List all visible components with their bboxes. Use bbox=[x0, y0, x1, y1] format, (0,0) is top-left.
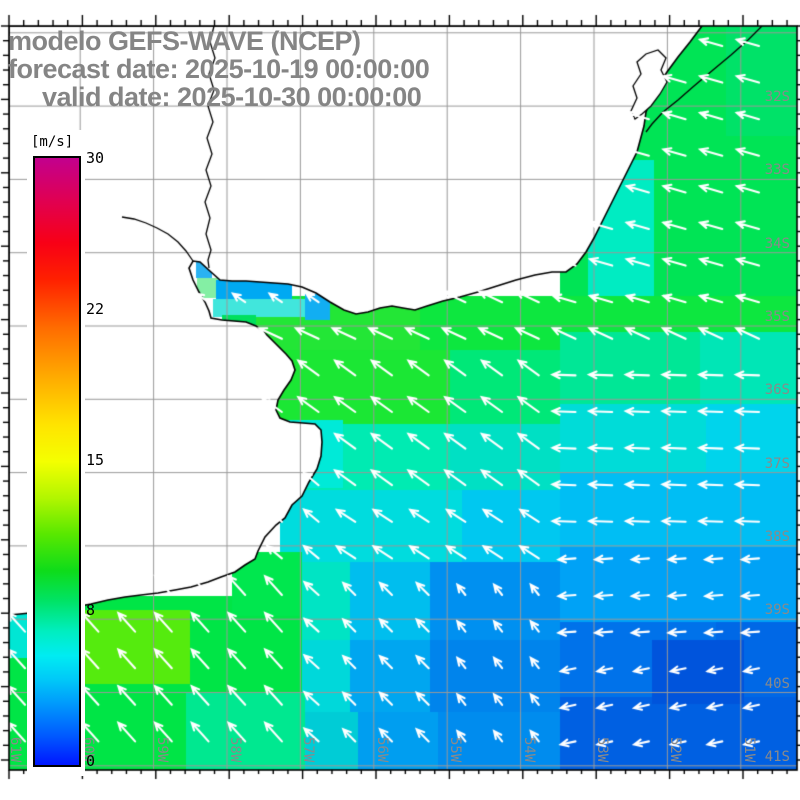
lat-label: 33S bbox=[764, 162, 790, 179]
lat-label: 39S bbox=[764, 602, 790, 619]
colorbar-tick-label: 0 bbox=[86, 752, 96, 770]
valid-date-line: valid date: 2025-10-30 00:00:00 bbox=[42, 82, 422, 112]
colorbar-gradient bbox=[33, 156, 81, 767]
lon-label: 61W bbox=[6, 737, 23, 763]
lon-label: 55W bbox=[447, 737, 464, 763]
colorbar-tick-label: 15 bbox=[86, 450, 105, 469]
lon-label: 53W bbox=[594, 737, 610, 763]
lat-label: 41S bbox=[764, 748, 790, 765]
colorbar-tick-label: 8 bbox=[86, 601, 96, 620]
lat-label: 35S bbox=[764, 309, 790, 325]
lon-label: 59W bbox=[153, 737, 170, 763]
colorbar-tick-label: 22 bbox=[86, 299, 105, 318]
colorbar-unit-label: [m/s] bbox=[31, 134, 74, 150]
lon-label: 57W bbox=[300, 737, 317, 763]
lon-label: 52W bbox=[667, 737, 684, 763]
lon-label: 56W bbox=[373, 737, 390, 763]
lat-label: 36S bbox=[764, 382, 790, 399]
lon-label: 51W bbox=[740, 737, 757, 763]
lat-label: 40S bbox=[764, 675, 790, 692]
lat-label: 32S bbox=[764, 89, 790, 106]
colorbar-tick-label: 30 bbox=[86, 149, 105, 167]
lat-label: 34S bbox=[764, 235, 790, 252]
lat-label: 37S bbox=[764, 455, 790, 472]
forecast-date-line: forecast date: 2025-10-19 00:00:00 bbox=[8, 54, 430, 84]
lat-label: 38S bbox=[764, 528, 790, 545]
lon-label: 58W bbox=[227, 737, 243, 763]
lon-label: 54W bbox=[520, 737, 537, 763]
model-title: modelo GEFS-WAVE (NCEP) bbox=[8, 26, 361, 56]
